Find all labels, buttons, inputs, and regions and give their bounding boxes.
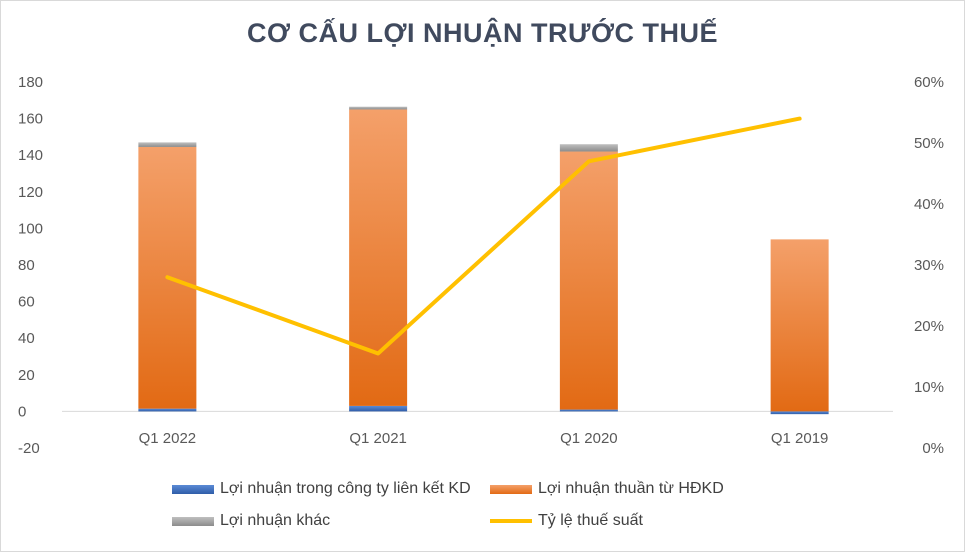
chart-title: CƠ CẤU LỢI NHUẬN TRƯỚC THUẾ	[247, 18, 718, 48]
legend-label-tax-rate: Tỷ lệ thuế suất	[538, 512, 643, 529]
y-left-tick-label: 0	[18, 403, 26, 420]
legend-item-associates: Lợi nhuận trong công ty liên kết KD	[172, 480, 471, 498]
y-right-tick-label: 20%	[914, 318, 944, 335]
bar-operating-profit	[349, 109, 408, 406]
bar-associates	[138, 408, 197, 412]
x-category-label: Q1 2019	[771, 430, 829, 447]
legend-item-other-profit: Lợi nhuận khác	[172, 512, 330, 530]
y-right-tick-label: 60%	[914, 74, 944, 91]
bar-other-profit	[138, 142, 197, 147]
y-left-tick-label: 80	[18, 257, 35, 274]
x-category-label: Q1 2021	[349, 430, 407, 447]
legend-label-other-profit: Lợi nhuận khác	[220, 512, 331, 529]
y-right-tick-label: 30%	[914, 257, 944, 274]
legend-swatch-orange	[490, 484, 532, 494]
bar-associates	[559, 409, 618, 412]
bar-other-profit	[559, 144, 618, 152]
y-left-tick-label: 20	[18, 367, 35, 384]
bar-other-profit	[349, 106, 408, 110]
bar-associates	[349, 405, 408, 412]
legend-swatch-blue	[172, 484, 214, 494]
legend: Lợi nhuận trong công ty liên kết KD Lợi …	[172, 476, 772, 540]
legend-swatch-line	[490, 519, 532, 523]
bar-operating-profit	[559, 151, 618, 410]
y-right-tick-label: 10%	[914, 379, 944, 396]
y-left-tick-label: 60	[18, 294, 35, 311]
y-left-tick-label: 180	[18, 74, 43, 91]
bar-operating-profit	[770, 239, 829, 412]
x-category-label: Q1 2022	[139, 430, 197, 447]
y-left-tick-label: 100	[18, 220, 43, 237]
legend-item-tax-rate: Tỷ lệ thuế suất	[490, 512, 643, 530]
y-left-tick-label: 120	[18, 184, 43, 201]
legend-swatch-gray	[172, 516, 214, 526]
legend-label-operating-profit: Lợi nhuận thuần từ HĐKD	[538, 480, 724, 497]
legend-label-associates: Lợi nhuận trong công ty liên kết KD	[220, 480, 471, 497]
y-left-tick-label: -20	[18, 440, 40, 457]
y-left-tick-label: 140	[18, 147, 43, 164]
y-left-tick-label: 40	[18, 330, 35, 347]
y-right-tick-label: 40%	[914, 196, 944, 213]
tax-rate-line	[165, 116, 802, 356]
legend-item-operating-profit: Lợi nhuận thuần từ HĐKD	[490, 480, 724, 498]
bar-associates	[770, 411, 829, 415]
x-category-label: Q1 2020	[560, 430, 618, 447]
y-right-tick-label: 50%	[914, 135, 944, 152]
y-right-tick-label: 0%	[922, 440, 944, 457]
y-left-tick-label: 160	[18, 111, 43, 128]
